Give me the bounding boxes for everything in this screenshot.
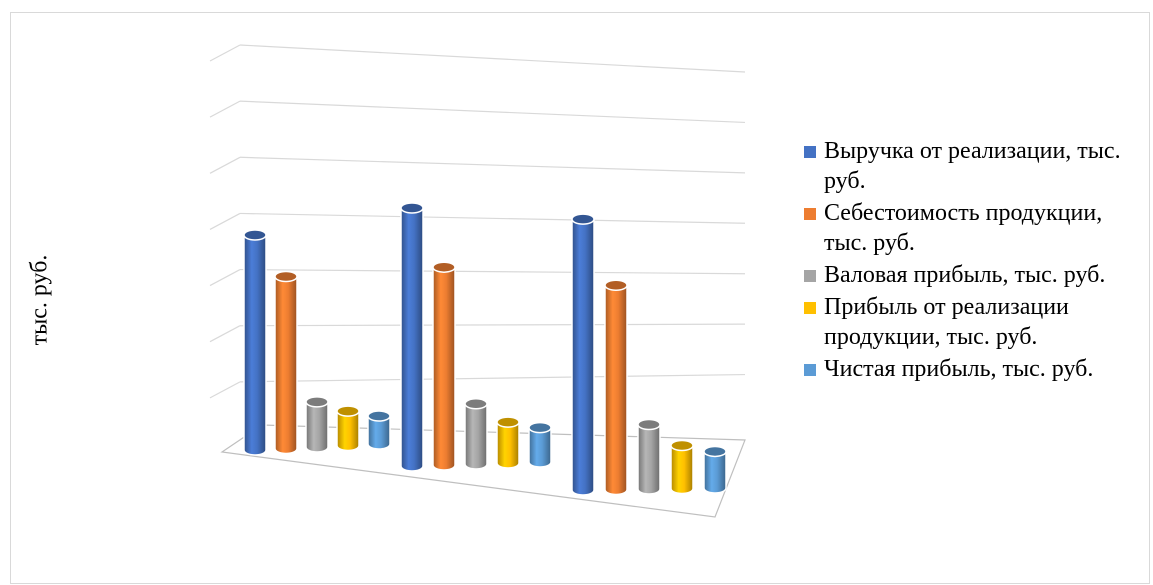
legend-label: Чистая прибыль, тыс. руб. bbox=[824, 356, 1094, 382]
legend-swatch bbox=[804, 270, 816, 282]
gridline-tick bbox=[209, 156, 241, 174]
bar bbox=[367, 415, 391, 450]
bar-top bbox=[336, 405, 360, 417]
bar bbox=[432, 266, 456, 471]
bar bbox=[336, 410, 360, 452]
gridline-tick bbox=[209, 212, 241, 230]
legend-swatch bbox=[804, 146, 816, 158]
gridline bbox=[239, 44, 746, 73]
bar bbox=[604, 284, 628, 496]
gridline-tick bbox=[209, 269, 241, 287]
legend-swatch bbox=[804, 302, 816, 314]
bar bbox=[274, 275, 298, 455]
gridline-tick bbox=[209, 44, 241, 62]
bar-top bbox=[367, 410, 391, 422]
bar bbox=[528, 426, 552, 468]
bar bbox=[571, 218, 595, 496]
bar bbox=[637, 423, 661, 495]
legend-label: Валовая прибыль, тыс. руб. bbox=[824, 262, 1106, 288]
legend-swatch bbox=[804, 208, 816, 220]
bar-top bbox=[400, 202, 424, 214]
bar-top bbox=[670, 439, 694, 452]
gridline bbox=[239, 323, 746, 327]
legend: Выручка от реализации, тыс. руб. Себесто… bbox=[800, 136, 1150, 386]
bar-top bbox=[432, 261, 456, 273]
bar-top bbox=[243, 229, 267, 241]
bar bbox=[464, 403, 488, 470]
gridline-tick bbox=[209, 100, 241, 118]
legend-item: Прибыль от реализации продукции, тыс. ру… bbox=[800, 292, 1150, 352]
bar-top bbox=[571, 213, 595, 225]
legend-label: Выручка от реализации, тыс. руб. bbox=[824, 138, 1121, 194]
legend-label: Себестоимость продукции, тыс. руб. bbox=[824, 200, 1103, 256]
bar bbox=[703, 450, 727, 494]
legend-item: Себестоимость продукции, тыс. руб. bbox=[800, 198, 1150, 258]
bar-top bbox=[464, 398, 488, 410]
legend-swatch bbox=[804, 364, 816, 376]
legend-item: Чистая прибыль, тыс. руб. bbox=[800, 354, 1150, 384]
bar-top bbox=[305, 396, 329, 408]
legend-item: Выручка от реализации, тыс. руб. bbox=[800, 136, 1150, 196]
gridline-tick bbox=[209, 325, 241, 343]
bar-top bbox=[637, 418, 661, 431]
gridline bbox=[239, 212, 746, 224]
bar-top bbox=[496, 416, 520, 428]
legend-label: Прибыль от реализации продукции, тыс. ру… bbox=[824, 294, 1069, 350]
gridline-tick bbox=[209, 381, 241, 399]
bar-top bbox=[528, 421, 552, 434]
bar bbox=[400, 207, 424, 472]
bar-top bbox=[604, 279, 628, 291]
gridline bbox=[239, 100, 746, 124]
bar bbox=[496, 421, 520, 469]
legend-item: Валовая прибыль, тыс. руб. bbox=[800, 260, 1150, 290]
bar-top bbox=[703, 445, 727, 458]
bar bbox=[243, 234, 267, 456]
gridline bbox=[239, 268, 746, 275]
gridline bbox=[239, 373, 746, 383]
gridline bbox=[239, 156, 746, 174]
bar bbox=[305, 401, 329, 453]
bar-top bbox=[274, 270, 298, 283]
bar bbox=[670, 444, 694, 495]
